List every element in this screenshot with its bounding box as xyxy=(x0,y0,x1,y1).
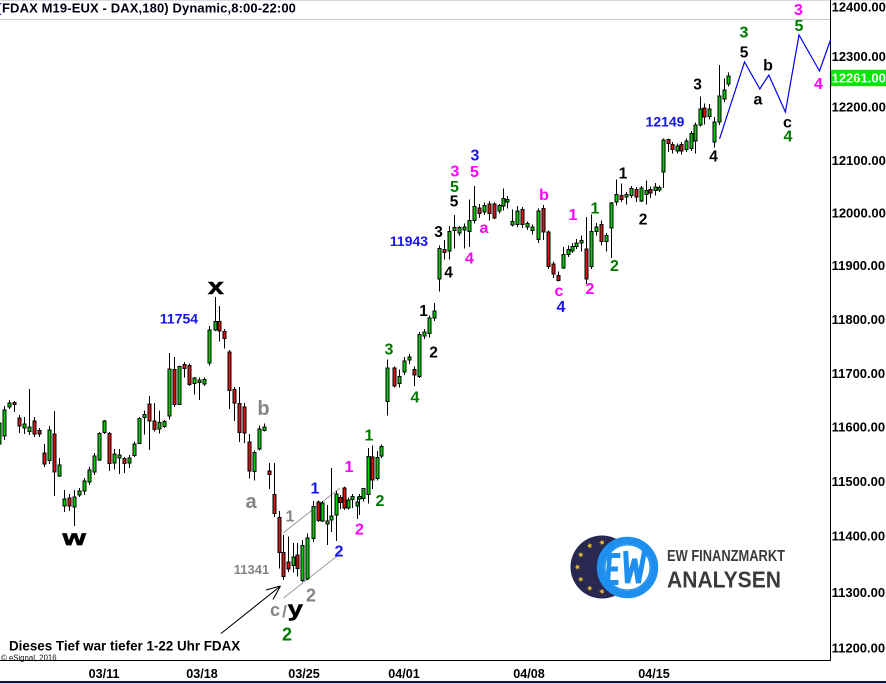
svg-text:12149: 12149 xyxy=(646,114,685,130)
svg-text:a: a xyxy=(245,491,257,513)
svg-text:03/25: 03/25 xyxy=(288,667,320,681)
svg-text:3: 3 xyxy=(693,77,702,94)
svg-text:11200.00: 11200.00 xyxy=(832,640,886,655)
svg-text:12100.00: 12100.00 xyxy=(832,153,886,168)
svg-text:a: a xyxy=(480,220,489,237)
svg-text:3: 3 xyxy=(740,24,749,41)
svg-text:c: c xyxy=(555,283,564,300)
svg-text:3: 3 xyxy=(434,224,443,241)
svg-text:1: 1 xyxy=(311,480,320,497)
svg-text:1: 1 xyxy=(569,207,578,224)
svg-text:Dieses Tief war tiefer 1-22 Uh: Dieses Tief war tiefer 1-22 Uhr FDAX xyxy=(9,639,240,654)
svg-text:12400.00: 12400.00 xyxy=(832,0,886,14)
svg-text:3: 3 xyxy=(794,2,803,19)
svg-text:11400.00: 11400.00 xyxy=(832,529,886,544)
svg-text:/: / xyxy=(282,602,287,621)
svg-text:4: 4 xyxy=(709,149,718,166)
svg-text:4: 4 xyxy=(411,389,420,406)
svg-text:5: 5 xyxy=(450,179,459,196)
svg-text:2: 2 xyxy=(429,345,438,362)
svg-text:5: 5 xyxy=(450,194,459,211)
svg-text:2: 2 xyxy=(306,586,316,606)
svg-text:5: 5 xyxy=(795,18,804,35)
svg-text:11300.00: 11300.00 xyxy=(832,585,886,600)
svg-text:2: 2 xyxy=(335,543,344,560)
svg-text:3: 3 xyxy=(471,147,480,164)
svg-text:12200.00: 12200.00 xyxy=(832,99,886,114)
svg-text:w: w xyxy=(61,527,86,550)
svg-text:4: 4 xyxy=(814,76,823,93)
svg-text:4: 4 xyxy=(784,128,793,145)
svg-text:11341: 11341 xyxy=(234,562,269,577)
svg-text:y: y xyxy=(288,598,304,621)
svg-text:11900.00: 11900.00 xyxy=(832,258,886,273)
svg-text:11500.00: 11500.00 xyxy=(832,474,886,489)
svg-text:b: b xyxy=(763,57,773,74)
svg-text:1: 1 xyxy=(591,200,600,217)
svg-text:03/18: 03/18 xyxy=(186,667,218,681)
svg-text:x: x xyxy=(208,275,224,299)
svg-text:EW FINANZMARKT: EW FINANZMARKT xyxy=(667,548,785,565)
svg-text:1: 1 xyxy=(345,459,354,476)
svg-text:1: 1 xyxy=(619,166,628,183)
svg-text:1: 1 xyxy=(286,508,295,525)
svg-text:4: 4 xyxy=(557,299,566,316)
svg-text:11943: 11943 xyxy=(390,233,428,249)
svg-text:© eSignal, 2016: © eSignal, 2016 xyxy=(1,654,57,663)
svg-text:3: 3 xyxy=(451,163,460,180)
svg-text:FDAX M19-EUX - DAX,180) Dynami: FDAX M19-EUX - DAX,180) Dynamic,8:00-22:… xyxy=(2,1,296,16)
svg-text:1: 1 xyxy=(419,303,428,320)
svg-text:04/08: 04/08 xyxy=(513,667,545,681)
svg-text:3: 3 xyxy=(385,341,394,358)
svg-text:b: b xyxy=(257,398,269,420)
svg-text:11800.00: 11800.00 xyxy=(832,312,886,327)
svg-text:a: a xyxy=(754,92,763,109)
svg-text:4: 4 xyxy=(444,265,453,282)
svg-text:2: 2 xyxy=(282,625,292,645)
svg-text:2: 2 xyxy=(376,493,385,510)
svg-text:b: b xyxy=(539,187,549,204)
svg-text:4: 4 xyxy=(465,250,474,267)
svg-text:04/01: 04/01 xyxy=(388,667,420,681)
svg-text:1: 1 xyxy=(365,427,374,444)
svg-text:ANALYSEN: ANALYSEN xyxy=(667,567,781,593)
svg-text:11700.00: 11700.00 xyxy=(832,366,886,381)
svg-text:5: 5 xyxy=(740,45,749,62)
svg-text:c: c xyxy=(783,115,792,132)
svg-text:11754: 11754 xyxy=(160,311,198,327)
svg-text:12261.00: 12261.00 xyxy=(832,71,886,86)
svg-text:c: c xyxy=(270,600,280,620)
svg-text:[: [ xyxy=(0,1,2,16)
svg-text:03/11: 03/11 xyxy=(89,667,120,681)
svg-text:2: 2 xyxy=(586,281,595,298)
svg-text:11600.00: 11600.00 xyxy=(832,420,886,435)
svg-text:12300.00: 12300.00 xyxy=(832,49,886,64)
svg-text:12000.00: 12000.00 xyxy=(832,205,886,220)
svg-text:2: 2 xyxy=(610,258,619,275)
svg-text:5: 5 xyxy=(470,164,479,181)
svg-text:2: 2 xyxy=(639,212,648,229)
svg-text:2: 2 xyxy=(355,521,364,538)
svg-text:04/15: 04/15 xyxy=(638,667,670,681)
